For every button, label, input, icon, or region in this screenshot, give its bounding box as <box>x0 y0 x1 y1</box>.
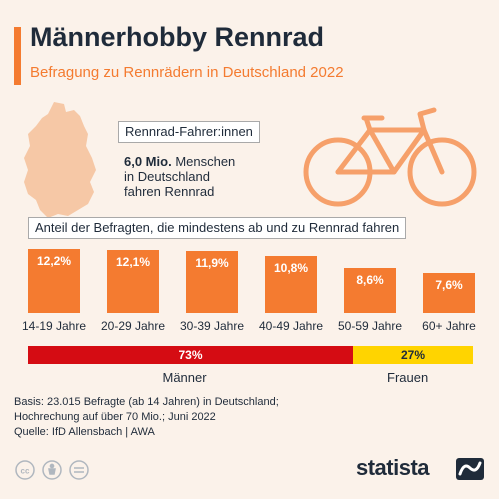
bar-category-label: 20-29 Jahre <box>100 319 166 333</box>
bar-category-label: 40-49 Jahre <box>258 319 324 333</box>
statista-logo-icon <box>456 458 484 480</box>
footer-notes: Basis: 23.015 Befragte (ab 14 Jahren) in… <box>14 395 279 440</box>
bar-column: 12,1% <box>107 249 159 313</box>
riders-value: 6,0 Mio. <box>124 154 172 169</box>
germany-map-icon <box>24 102 96 218</box>
bar: 8,6% <box>344 268 396 313</box>
riders-line3: fahren Rennrad <box>124 184 215 199</box>
gender-split-bar: 73% 27% <box>28 346 473 364</box>
title-accent-bar <box>14 27 21 85</box>
page-subtitle: Befragung zu Rennrädern in Deutschland 2… <box>30 64 344 81</box>
bar: 10,8% <box>265 256 317 313</box>
bar-category-label: 14-19 Jahre <box>21 319 87 333</box>
riders-line1-rest: Menschen <box>175 154 236 169</box>
bar: 12,2% <box>28 249 80 313</box>
bar-category-label: 30-39 Jahre <box>179 319 245 333</box>
women-label: Frauen <box>387 370 429 385</box>
bar-column: 12,2% <box>28 249 80 313</box>
statista-brand: statista <box>356 455 430 480</box>
bar-column: 7,6% <box>423 249 475 313</box>
nd-icon <box>69 460 89 480</box>
bar-category-label: 50-59 Jahre <box>337 319 403 333</box>
bar-column: 11,9% <box>186 249 238 313</box>
by-icon <box>42 460 62 480</box>
footer-source: Quelle: IfD Allensbach | AWA <box>14 426 155 438</box>
footer-line-2: Hochrechung auf über 70 Mio.; Juni 2022 <box>14 411 216 423</box>
bicycle-icon <box>303 107 477 207</box>
riders-label: Rennrad-Fahrer:innen <box>118 121 260 143</box>
riders-line2: in Deutschland <box>124 169 210 184</box>
men-label: Männer <box>162 370 207 385</box>
footer-line-1: Basis: 23.015 Befragte (ab 14 Jahren) in… <box>14 396 279 408</box>
bar-column: 8,6% <box>344 249 396 313</box>
bar: 11,9% <box>186 251 238 313</box>
cc-icon <box>15 460 35 480</box>
svg-text:cc: cc <box>21 467 30 476</box>
bar: 7,6% <box>423 273 475 313</box>
men-segment: 73% <box>28 346 353 364</box>
riders-stat: 6,0 Mio. Menschen in Deutschland fahren … <box>124 154 235 199</box>
bar-column: 10,8% <box>265 249 317 313</box>
page-title: Männerhobby Rennrad <box>30 22 325 52</box>
bar-category-label: 60+ Jahre <box>422 319 476 333</box>
women-segment: 27% <box>353 346 473 364</box>
share-label: Anteil der Befragten, die mindestens ab … <box>28 217 407 239</box>
license-icons: cc <box>15 460 89 480</box>
bar: 12,1% <box>107 250 159 313</box>
